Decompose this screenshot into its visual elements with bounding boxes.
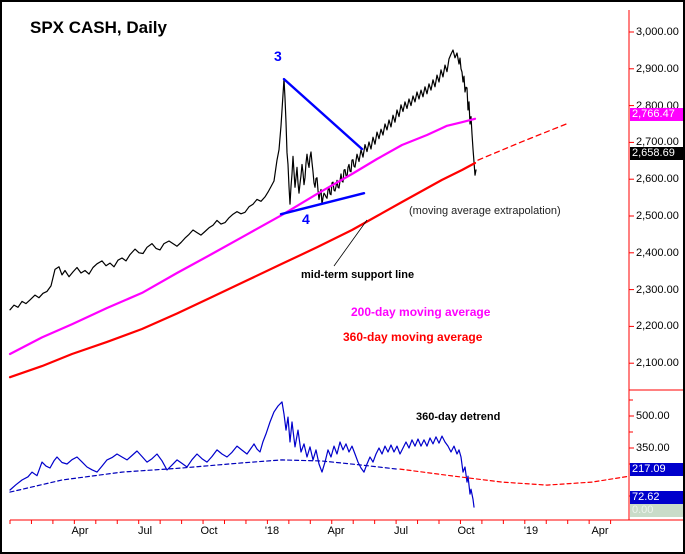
support-line-callout <box>333 219 368 267</box>
detrend-axis-tick-label: 350.00 <box>636 441 670 454</box>
detrend-legend: 360-day detrend <box>416 411 501 423</box>
series-spx-close <box>9 49 477 311</box>
price-axis-tick-label: 2,500.00 <box>636 210 679 222</box>
price-last-value-badge: 2,658.69 <box>630 147 683 160</box>
series-detrend-360-day <box>9 401 475 508</box>
x-axis-label: Jul <box>137 525 153 537</box>
ma200-last-value-badge: 2,766.47 <box>630 108 683 121</box>
x-axis-label: Oct <box>457 525 475 537</box>
price-axis-tick-label: 2,700.00 <box>636 136 679 149</box>
series-detrend-extrapolation <box>399 468 629 486</box>
wave-label-3: 3 <box>274 48 282 64</box>
x-axis-label: Oct <box>200 525 218 537</box>
price-axis-tick-label: 2,900.00 <box>636 62 679 75</box>
price-axis-tick-label: 2,100.00 <box>636 357 679 370</box>
mid-term-support-label: mid-term support line <box>301 269 415 281</box>
series-trendline-4 <box>279 191 366 216</box>
chart-title: SPX CASH, Daily <box>30 18 167 37</box>
series-detrend-smoothed <box>9 459 398 493</box>
price-axis-tick-label: 2,400.00 <box>636 246 679 259</box>
detrend-extrapolation-value-badge: 217.09 <box>630 463 683 476</box>
price-axis-tick-label: 2,200.00 <box>636 320 679 333</box>
x-axis-label: Apr <box>71 525 89 537</box>
ma200-legend: 200-day moving average <box>351 305 491 319</box>
detrend-axis-tick-label: 500.00 <box>636 410 670 422</box>
series-trendline-3 <box>282 77 364 151</box>
price-axis-tick-label: 3,000.00 <box>636 26 679 38</box>
detrend-last-value-badge: 72.62 <box>630 491 683 504</box>
series-ma-360-day <box>8 161 477 379</box>
x-axis-label: Apr <box>591 525 609 537</box>
ma360-legend: 360-day moving average <box>343 330 483 344</box>
series-ma-360-extrapolation <box>477 122 570 161</box>
zero-line-value-badge: 0.00 <box>630 504 683 517</box>
x-axis-label: '19 <box>523 525 539 537</box>
x-axis-label: Jul <box>393 525 409 537</box>
price-axis-tick-label: 2,300.00 <box>636 283 679 296</box>
extrapolation-note: (moving average extrapolation) <box>409 205 561 217</box>
wave-label-4: 4 <box>302 211 310 227</box>
price-axis-tick-label: 2,600.00 <box>636 173 679 186</box>
x-axis-label: Apr <box>327 525 345 537</box>
x-axis-label: '18 <box>264 525 280 537</box>
